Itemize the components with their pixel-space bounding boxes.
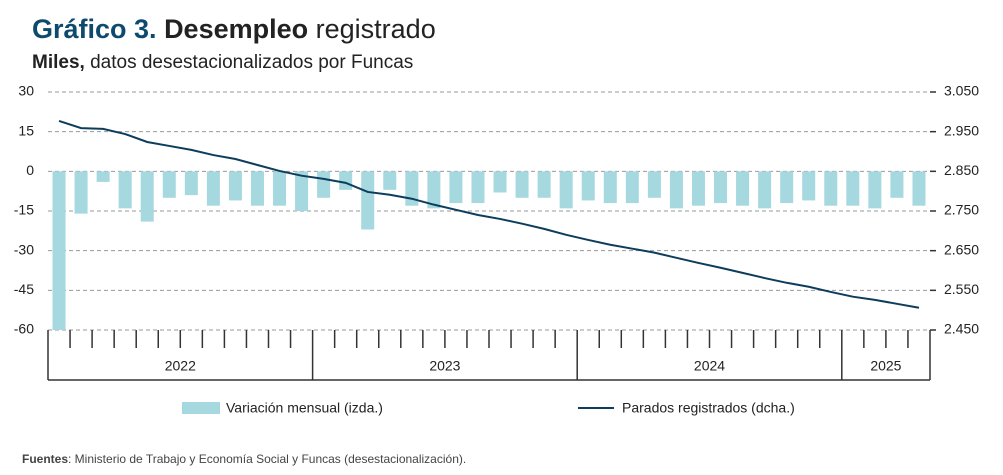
y-tick-label: -15	[14, 202, 34, 218]
title-prefix: Gráfico 3.	[32, 14, 157, 44]
bar	[52, 171, 66, 330]
subtitle-rest: datos desestacionalizados por Funcas	[90, 52, 413, 73]
bar	[559, 171, 573, 209]
y-tick-label: 0	[26, 162, 34, 178]
y-tick-label: -60	[14, 321, 34, 337]
y-tick-label: 30	[18, 83, 34, 99]
bar	[361, 171, 375, 230]
bar	[824, 171, 838, 206]
bar	[912, 171, 926, 206]
source-text: : Ministerio de Trabajo y Economía Socia…	[68, 452, 466, 466]
bar	[96, 171, 110, 182]
bar	[273, 171, 287, 206]
bar	[890, 171, 904, 198]
bar	[162, 171, 176, 198]
bar	[295, 171, 309, 211]
title-main: Desempleo	[164, 14, 308, 44]
legend-swatch	[182, 402, 220, 414]
bar	[647, 171, 661, 198]
chart-title: Gráfico 3. Desempleo registrado	[32, 14, 436, 44]
source-label: Fuentes	[22, 452, 68, 466]
y2-tick-label: 2.650	[944, 241, 979, 257]
bar	[691, 171, 705, 206]
bar	[228, 171, 242, 201]
bar	[669, 171, 683, 209]
y-tick-label: -45	[14, 281, 34, 297]
bar	[537, 171, 551, 198]
y2-tick-label: 2.550	[944, 281, 979, 297]
bar	[868, 171, 882, 209]
bar	[515, 171, 529, 198]
bar	[383, 171, 397, 190]
bar	[339, 171, 353, 190]
y2-tick-label: 2.450	[944, 321, 979, 337]
bar	[317, 171, 331, 198]
bar	[250, 171, 264, 206]
bar	[74, 171, 88, 214]
x-year-label: 2025	[870, 358, 901, 374]
y2-tick-label: 2.750	[944, 202, 979, 218]
bar	[758, 171, 772, 209]
y-tick-label: -30	[14, 241, 34, 257]
bar	[449, 171, 463, 204]
bar	[736, 171, 750, 206]
x-year-label: 2022	[165, 358, 196, 374]
y2-tick-label: 2.950	[944, 122, 979, 138]
bar	[625, 171, 639, 204]
bar	[184, 171, 198, 196]
bar	[140, 171, 154, 222]
chart-subtitle: Miles, datos desestacionalizados por Fun…	[32, 52, 413, 73]
bar	[471, 171, 485, 204]
y2-tick-label: 3.050	[944, 83, 979, 99]
bar	[206, 171, 220, 206]
source: Fuentes: Ministerio de Trabajo y Economí…	[22, 452, 466, 466]
bar	[802, 171, 816, 201]
bar	[603, 171, 617, 204]
subtitle-bold: Miles,	[32, 52, 85, 73]
bar	[493, 171, 507, 193]
x-year-label: 2023	[429, 358, 460, 374]
bar	[780, 171, 794, 204]
line	[58, 120, 920, 309]
title-rest: registrado	[316, 14, 436, 44]
bar	[846, 171, 860, 206]
bar	[581, 171, 595, 201]
bar	[427, 171, 441, 209]
bar	[714, 171, 728, 204]
x-year-label: 2024	[694, 358, 725, 374]
legend-label: Variación mensual (izda.)	[226, 400, 383, 416]
y2-tick-label: 2.850	[944, 162, 979, 178]
legend-label: Parados registrados (dcha.)	[622, 400, 795, 416]
bar	[118, 171, 132, 209]
y-tick-label: 15	[18, 122, 34, 138]
